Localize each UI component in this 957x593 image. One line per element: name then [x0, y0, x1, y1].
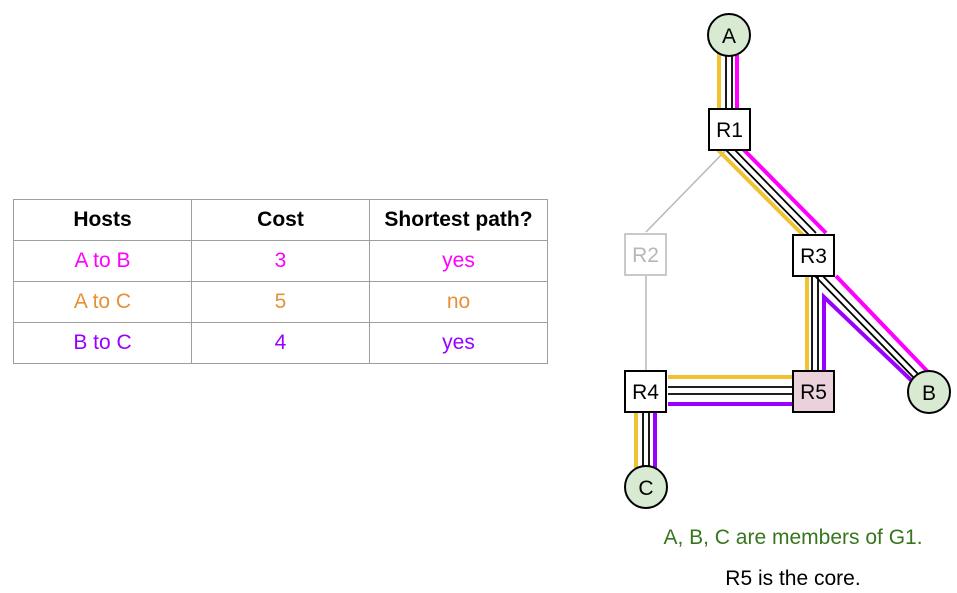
path-b-c-segment	[822, 292, 914, 383]
link-r1-r3	[725, 149, 811, 237]
link-r3-b	[814, 275, 917, 381]
host-c-circle	[624, 465, 668, 509]
multicast-paths	[634, 52, 931, 470]
members-caption: A, B, C are members of G1.	[663, 526, 922, 549]
hosts-cell: A to C	[13, 281, 192, 323]
shortest-cell: yes	[369, 322, 548, 364]
router-r3-label: R3	[800, 245, 827, 268]
shortest-cell: no	[369, 281, 548, 323]
hosts-cell: A to B	[13, 240, 192, 282]
path-a-c-segment	[716, 148, 806, 238]
host-a-circle	[707, 13, 751, 57]
router-r1: R1	[708, 108, 751, 151]
link-r1-r2	[645, 149, 727, 233]
shortest-cell: yes	[369, 240, 548, 282]
router-r2-label: R2	[632, 244, 659, 267]
host-c: C	[624, 465, 668, 509]
router-r1-label: R1	[716, 119, 743, 142]
table-row: B to C 4 yes	[13, 322, 548, 364]
router-r3: R3	[792, 234, 835, 277]
cost-cell: 4	[191, 322, 370, 364]
link-r1-r3	[730, 145, 817, 234]
header-cost: Cost	[191, 199, 370, 241]
host-a: A	[707, 13, 751, 57]
tree-links	[642, 55, 921, 468]
router-r2-box	[624, 233, 667, 276]
host-b-circle	[907, 370, 951, 414]
path-cost-table: Hosts Cost Shortest path? A to B 3 yes A…	[13, 199, 548, 364]
table-header-row: Hosts Cost Shortest path?	[13, 199, 548, 241]
path-a-b-segment	[834, 274, 931, 375]
table-row: A to B 3 yes	[13, 240, 548, 282]
router-r4: R4	[624, 370, 667, 413]
header-hosts: Hosts	[13, 199, 192, 241]
host-a-label: A	[722, 25, 736, 48]
link-r3-b	[818, 271, 921, 377]
router-r4-box	[624, 370, 667, 413]
table-row: A to C 5 no	[13, 281, 548, 323]
path-a-b-segment	[738, 144, 828, 235]
router-r2: R2	[624, 233, 667, 276]
router-r5-label: R5	[800, 381, 827, 404]
router-r5-core: R5	[792, 370, 835, 413]
core-caption: R5 is the core.	[725, 567, 860, 590]
router-r3-box	[792, 234, 835, 277]
router-r5-box	[792, 370, 835, 413]
host-b: B	[907, 370, 951, 414]
router-r1-box	[708, 108, 751, 151]
host-c-label: C	[638, 477, 653, 500]
hosts-cell: B to C	[13, 322, 192, 364]
host-b-label: B	[922, 382, 936, 405]
inactive-links	[645, 149, 727, 372]
router-r4-label: R4	[632, 381, 659, 404]
cost-cell: 5	[191, 281, 370, 323]
